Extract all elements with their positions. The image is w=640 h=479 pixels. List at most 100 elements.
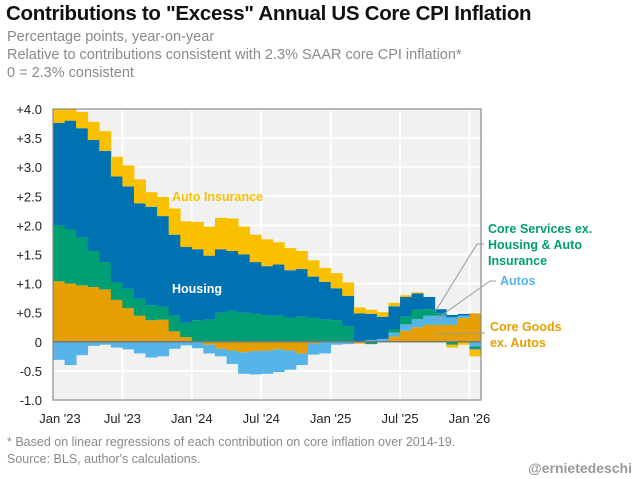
bar-auto-insurance: [203, 226, 216, 256]
chart-subtitle-units: Percentage points, year-on-year: [7, 29, 215, 45]
bar-core-services-ex-housing-auto-insurance: [319, 319, 332, 342]
x-tick-label: Jul '24: [243, 411, 280, 426]
x-tick-label: Jul '25: [381, 411, 418, 426]
y-tick-label: -1.0: [20, 393, 42, 408]
x-tick-label: Jan '23: [39, 411, 81, 426]
bar-housing: [284, 270, 297, 318]
bar-auto-insurance: [400, 295, 412, 297]
bar-autos: [53, 341, 65, 360]
bar-housing: [203, 255, 216, 320]
bar-core-services-ex-housing-auto-insurance: [249, 313, 262, 342]
x-tick-label: Jul '23: [104, 411, 141, 426]
bar-auto-insurance: [376, 312, 389, 317]
bar-autos: [168, 341, 181, 349]
bar-autos: [191, 342, 204, 349]
bar-auto-insurance: [180, 221, 193, 247]
bar-autos: [261, 350, 274, 374]
bar-auto-insurance: [226, 218, 239, 252]
bar-housing: [423, 296, 436, 310]
bar-housing: [191, 249, 204, 321]
bar-housing: [238, 254, 251, 313]
bar-autos: [469, 341, 482, 347]
bar-auto-insurance: [353, 307, 366, 314]
bar-core-goods-ex-autos: [76, 285, 89, 342]
x-tick-label: Jan '24: [171, 411, 213, 426]
bar-core-goods-ex-autos: [157, 319, 170, 342]
bar-auto-insurance: [307, 260, 320, 277]
bar-core-goods-ex-autos: [87, 287, 100, 342]
bar-auto-insurance: [168, 208, 181, 235]
bar-auto-insurance: [261, 239, 274, 267]
bar-core-services-ex-housing-auto-insurance: [99, 262, 112, 290]
bar-core-services-ex-housing-auto-insurance: [446, 341, 459, 345]
bar-auto-insurance: [457, 341, 470, 345]
bar-housing: [53, 122, 65, 226]
bar-core-goods-ex-autos: [145, 320, 158, 342]
bar-core-services-ex-housing-auto-insurance: [330, 320, 343, 342]
bar-core-goods-ex-autos: [261, 341, 274, 351]
bar-auto-insurance: [99, 131, 112, 151]
bar-housing: [133, 203, 146, 299]
bar-core-services-ex-housing-auto-insurance: [168, 315, 181, 332]
bar-auto-insurance: [411, 292, 424, 294]
bar-housing: [434, 309, 447, 314]
bar-auto-insurance: [319, 267, 332, 282]
bar-core-services-ex-housing-auto-insurance: [284, 317, 297, 342]
bar-auto-insurance: [388, 302, 401, 307]
bar-auto-insurance: [238, 226, 251, 255]
bar-core-services-ex-housing-auto-insurance: [64, 229, 77, 284]
bar-autos: [272, 349, 285, 373]
bar-autos: [145, 341, 158, 358]
x-tick-label: Jan '25: [310, 411, 352, 426]
legend-label-housing: Housing: [172, 282, 222, 296]
bar-autos: [411, 319, 424, 328]
bar-housing: [330, 288, 343, 321]
bar-core-services-ex-housing-auto-insurance: [122, 288, 135, 309]
bar-autos: [87, 341, 100, 346]
y-tick-label: +2.0: [16, 218, 42, 233]
bar-core-services-ex-housing-auto-insurance: [238, 312, 251, 342]
footnote: * Based on linear regressions of each co…: [7, 435, 456, 449]
chart-subtitle-relative: Relative to contributions consistent wit…: [7, 47, 462, 63]
legend-label-core-services: Housing & Auto: [488, 238, 582, 252]
bar-autos: [423, 315, 436, 325]
bar-core-goods-ex-autos: [133, 315, 146, 342]
bar-auto-insurance: [133, 179, 146, 204]
bar-auto-insurance: [191, 221, 204, 250]
bar-autos: [342, 341, 355, 345]
bar-core-services-ex-housing-auto-insurance: [388, 328, 401, 333]
bar-autos: [99, 341, 112, 345]
bar-core-services-ex-housing-auto-insurance: [110, 282, 123, 300]
bar-core-services-ex-housing-auto-insurance: [180, 322, 193, 338]
leader-line-autos: [434, 280, 496, 321]
bar-core-goods-ex-autos: [110, 299, 123, 342]
bar-core-goods-ex-autos: [469, 313, 482, 342]
bar-housing: [388, 306, 401, 329]
bar-core-goods-ex-autos: [238, 341, 251, 353]
legend-label-core-services: Core Services ex.: [488, 222, 592, 236]
bar-core-goods-ex-autos: [388, 336, 401, 342]
y-tick-label: +3.0: [16, 160, 42, 175]
bar-auto-insurance: [446, 344, 459, 348]
bar-autos: [319, 341, 332, 354]
bar-housing: [319, 281, 332, 320]
bar-core-services-ex-housing-auto-insurance: [261, 315, 274, 342]
bar-housing: [446, 315, 459, 318]
bar-housing: [122, 186, 135, 289]
plot-frame: [52, 108, 482, 401]
bar-core-goods-ex-autos: [53, 281, 65, 342]
bar-auto-insurance: [214, 217, 227, 250]
bar-autos: [365, 340, 378, 342]
bar-core-goods-ex-autos: [400, 330, 412, 342]
bar-auto-insurance: [249, 234, 262, 263]
y-tick-label: +1.5: [16, 248, 42, 263]
bar-autos: [214, 348, 227, 357]
bar-housing: [226, 251, 239, 311]
bar-autos: [434, 315, 447, 325]
bar-autos: [64, 341, 77, 366]
leader-line-goods: [434, 332, 486, 335]
bar-autos: [307, 343, 320, 355]
bar-core-goods-ex-autos: [122, 308, 135, 342]
bar-core-services-ex-housing-auto-insurance: [307, 317, 320, 342]
